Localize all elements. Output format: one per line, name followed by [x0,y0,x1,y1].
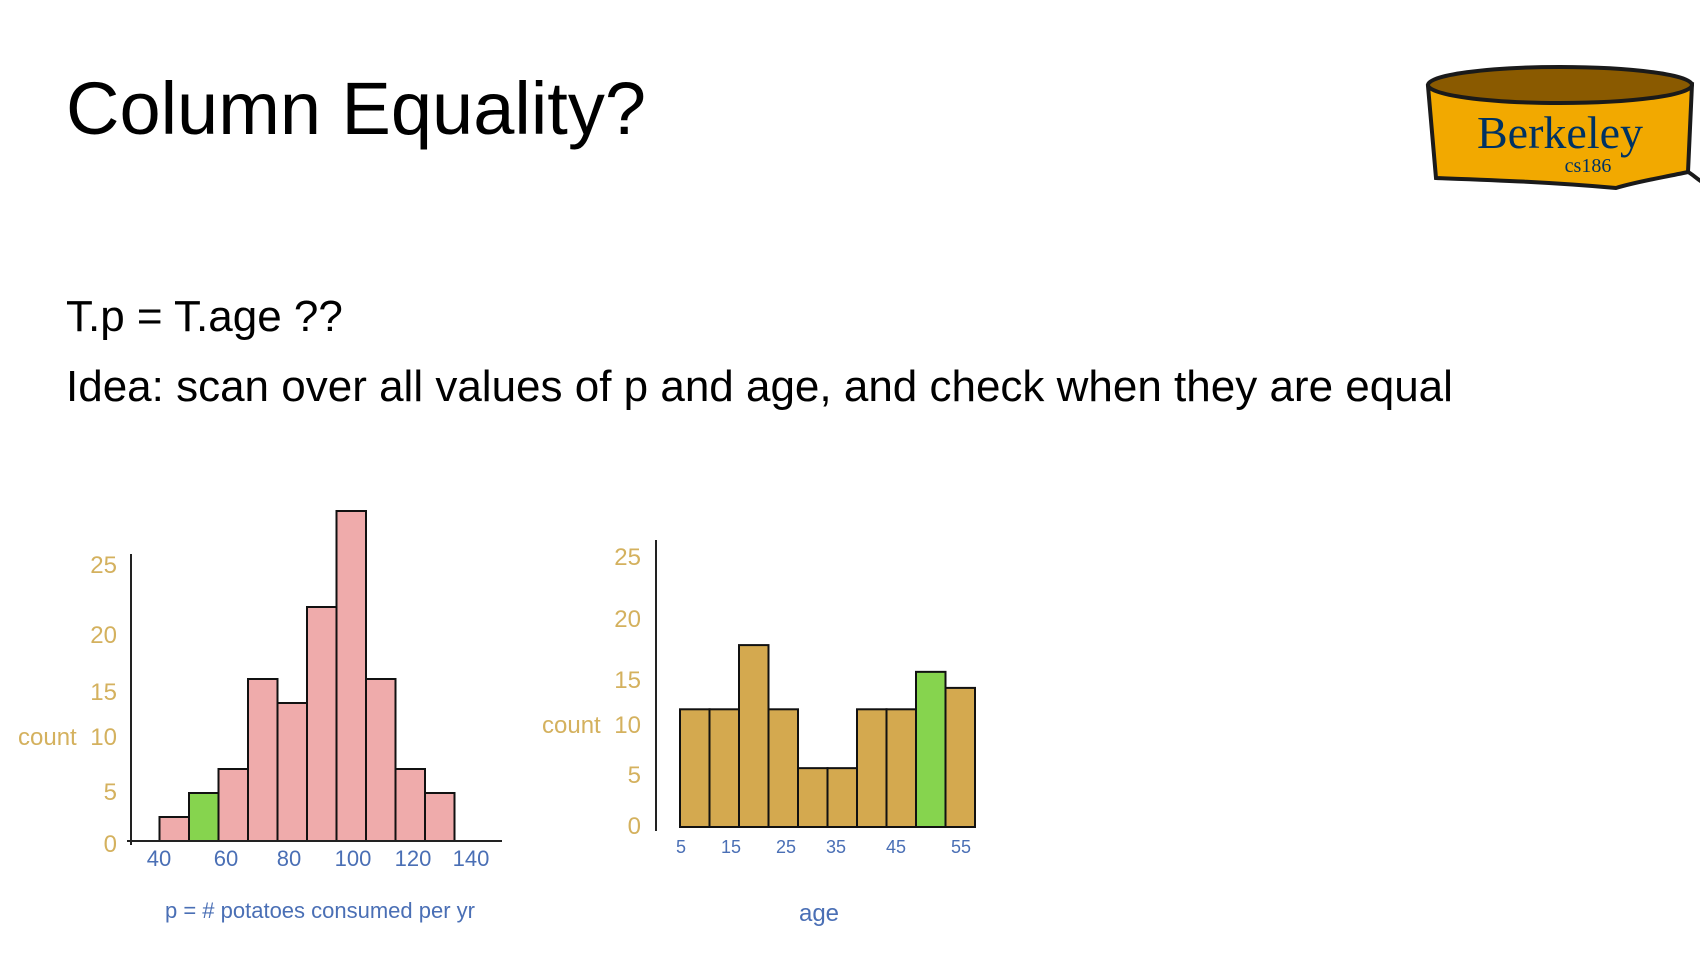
chart1-y-tick: 0 [104,831,117,858]
chart1-bar [276,702,308,842]
chart1-y-label: count [18,724,77,751]
chart2-x-label: age [799,900,839,927]
chart1-y-tick: 15 [90,679,117,706]
chart2-y-tick: 10 [614,712,641,739]
chart2-x-tick: 5 [676,837,686,857]
chart2-y-label: count [542,712,601,739]
chart2-bar [738,644,770,828]
chart2-y-tick: 0 [628,813,641,840]
equality-text: T.p = T.age ?? [66,292,343,341]
idea-text: Idea: scan over all values of p and age,… [66,362,1453,411]
chart2-bar [767,708,799,828]
chart2-bar [856,708,888,828]
slide-title: Column Equality? [66,67,646,150]
chart1-x-tick: 100 [335,846,372,871]
chart2-x-tick: 25 [776,837,796,857]
chart2-bar [797,767,829,829]
chart1-bar [394,768,426,842]
chart1-x-tick: 120 [395,846,432,871]
chart2-bar [679,708,711,828]
berkeley-logo: Berkeley cs186 [1425,65,1700,191]
chart1-x-tick: 60 [214,846,238,871]
chart1-y-tick: 5 [104,779,117,806]
chart2-bar [944,686,976,829]
chart1-x-tick: 40 [147,846,171,871]
chart1-bar [158,816,190,842]
chart2-bar [826,767,858,829]
chart1-x-tick: 80 [277,846,301,871]
chart1-y-tick: 25 [90,552,117,579]
chart1-bar [335,510,367,842]
chart1-x-tick: 140 [453,846,490,871]
chart2-y-tick: 20 [614,606,641,633]
chart1-y-tick: 10 [90,724,117,751]
logo-text: Berkeley [1477,107,1643,158]
chart1-bar-highlight [188,792,220,842]
chart1-x-label: p = # potatoes consumed per yr [165,898,475,923]
logo-subtext: cs186 [1565,155,1612,177]
chart2-x-tick: 55 [951,837,971,857]
chart2-x-tick: 15 [721,837,741,857]
chart2-y-tick: 25 [614,544,641,571]
chart2-x-tick: 35 [826,837,846,857]
chart1-bar [365,678,397,842]
chart2-bar [708,708,740,828]
chart1-bar [217,768,249,842]
chart1-y-tick: 20 [90,622,117,649]
chart2-x-tick: 45 [886,837,906,857]
chart2-y-tick: 5 [628,762,641,789]
chart2-bar-highlight [915,670,947,828]
chart1-bar [424,792,456,842]
chart1-bar [306,606,338,842]
chart2-bar [885,708,917,828]
chart1-bar [247,678,279,842]
chart2-y-tick: 15 [614,667,641,694]
